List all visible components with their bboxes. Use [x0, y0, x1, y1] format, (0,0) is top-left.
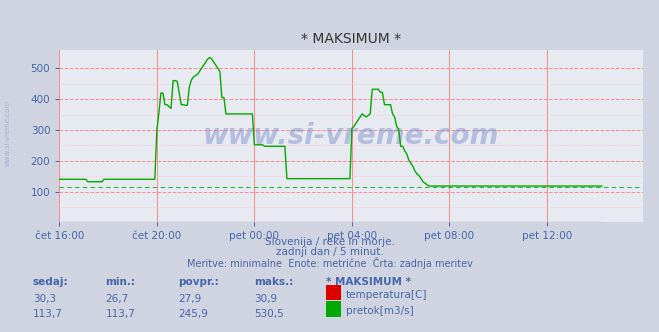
Text: 245,9: 245,9 [178, 309, 208, 319]
Text: min.:: min.: [105, 277, 136, 287]
Text: temperatura[C]: temperatura[C] [346, 290, 428, 300]
Text: pretok[m3/s]: pretok[m3/s] [346, 306, 414, 316]
Text: 27,9: 27,9 [178, 294, 201, 304]
Text: * MAKSIMUM *: * MAKSIMUM * [326, 277, 411, 287]
Text: www.si-vreme.com: www.si-vreme.com [203, 122, 499, 150]
Title: * MAKSIMUM *: * MAKSIMUM * [301, 32, 401, 46]
Text: Meritve: minimalne  Enote: metrične  Črta: zadnja meritev: Meritve: minimalne Enote: metrične Črta:… [186, 257, 473, 269]
Text: 30,3: 30,3 [33, 294, 56, 304]
Text: Slovenija / reke in morje.: Slovenija / reke in morje. [264, 237, 395, 247]
Text: 113,7: 113,7 [105, 309, 135, 319]
Text: 530,5: 530,5 [254, 309, 283, 319]
Text: 30,9: 30,9 [254, 294, 277, 304]
Text: zadnji dan / 5 minut.: zadnji dan / 5 minut. [275, 247, 384, 257]
Text: povpr.:: povpr.: [178, 277, 219, 287]
Text: www.si-vreme.com: www.si-vreme.com [5, 100, 11, 166]
Text: 26,7: 26,7 [105, 294, 129, 304]
Text: sedaj:: sedaj: [33, 277, 69, 287]
Text: 113,7: 113,7 [33, 309, 63, 319]
Text: maks.:: maks.: [254, 277, 293, 287]
